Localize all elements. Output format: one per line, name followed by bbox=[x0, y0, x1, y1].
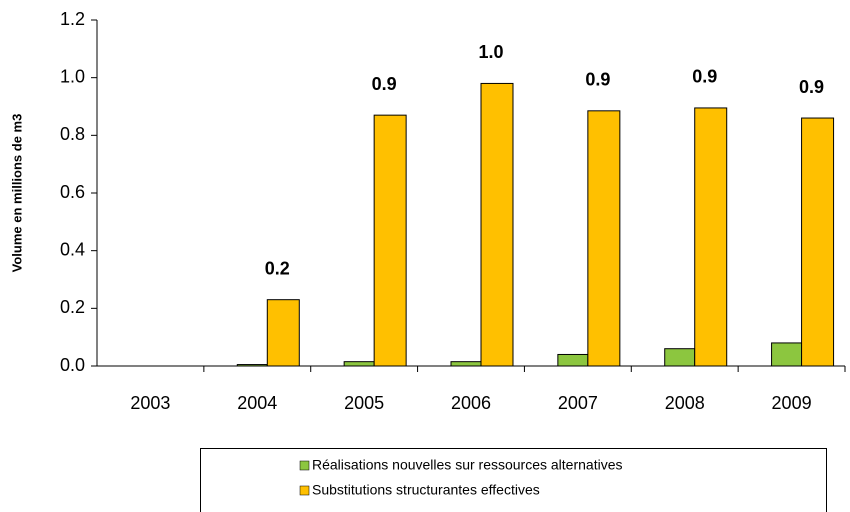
y-tick-label: 1.2 bbox=[60, 9, 85, 29]
x-tick-label: 2004 bbox=[237, 393, 277, 413]
y-tick-label: 0.4 bbox=[60, 239, 85, 259]
x-tick-label: 2003 bbox=[130, 393, 170, 413]
bar bbox=[771, 342, 803, 367]
legend-label: Réalisations nouvelles sur ressources al… bbox=[312, 457, 622, 473]
y-tick-label: 1.0 bbox=[60, 66, 85, 86]
y-tick-label: 0.8 bbox=[60, 124, 85, 144]
legend-swatch bbox=[299, 485, 310, 496]
bar bbox=[664, 348, 696, 367]
value-label: 0.2 bbox=[265, 258, 290, 278]
x-tick-label: 2008 bbox=[665, 393, 705, 413]
bar bbox=[587, 110, 621, 367]
legend-box bbox=[200, 448, 827, 512]
bar bbox=[266, 299, 300, 367]
value-label: 1.0 bbox=[478, 42, 503, 62]
x-tick-label: 2007 bbox=[558, 393, 598, 413]
bar bbox=[450, 361, 482, 367]
y-tick-label: 0.0 bbox=[60, 355, 85, 375]
x-tick-label: 2009 bbox=[772, 393, 812, 413]
legend-swatch bbox=[299, 460, 310, 471]
bar bbox=[557, 353, 589, 367]
bar bbox=[694, 107, 728, 367]
value-label: 0.9 bbox=[692, 67, 717, 87]
bar bbox=[801, 117, 835, 367]
legend-label: Substitutions structurantes effectives bbox=[312, 482, 540, 498]
bar bbox=[373, 114, 407, 367]
value-label: 0.9 bbox=[585, 70, 610, 90]
value-label: 0.9 bbox=[372, 74, 397, 94]
bar bbox=[343, 361, 375, 367]
y-tick-label: 0.2 bbox=[60, 297, 85, 317]
bar bbox=[480, 82, 514, 367]
x-tick-label: 2006 bbox=[451, 393, 491, 413]
x-tick-label: 2005 bbox=[344, 393, 384, 413]
value-label: 0.9 bbox=[799, 77, 824, 97]
y-axis-label: Volume en millions de m3 bbox=[9, 114, 24, 273]
y-tick-label: 0.6 bbox=[60, 182, 85, 202]
